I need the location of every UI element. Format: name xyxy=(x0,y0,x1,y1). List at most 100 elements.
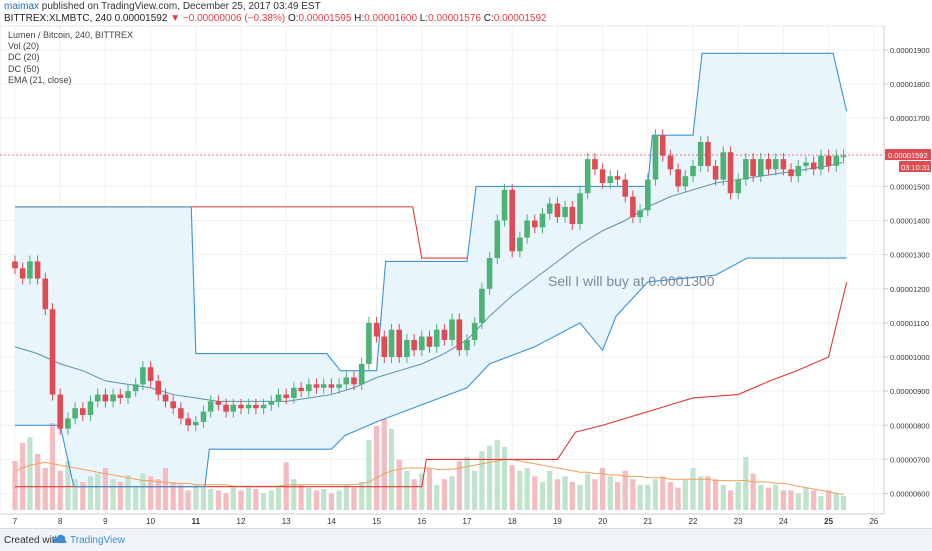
volume-bar xyxy=(133,487,139,510)
volume-bar xyxy=(253,489,259,510)
candle-down xyxy=(80,408,86,416)
candle-down xyxy=(554,203,561,218)
volume-bar xyxy=(366,440,372,510)
volume-bar xyxy=(343,484,349,510)
price-axis-label: 0.00001500 xyxy=(890,182,930,191)
volume-bar xyxy=(472,470,478,510)
ema-21-line xyxy=(14,162,843,402)
donchian-20-lower xyxy=(15,257,847,488)
candle-up xyxy=(132,384,139,392)
time-axis-label: 15 xyxy=(372,517,381,526)
candle-down xyxy=(592,159,598,170)
volume-bar xyxy=(275,487,282,510)
candle-down xyxy=(238,404,244,409)
candle-up xyxy=(494,220,501,259)
candle-down xyxy=(630,196,636,218)
candle-up xyxy=(72,408,78,419)
price-chart[interactable]: Sell I will buy at 0.0001300 0.00000600 0.… xyxy=(0,0,932,528)
candle-down xyxy=(162,394,169,402)
volume-bar xyxy=(660,476,666,510)
time-axis-label: 21 xyxy=(643,517,652,526)
candle-up xyxy=(449,319,455,340)
volume-bar xyxy=(750,473,756,510)
volume-bar xyxy=(780,490,786,510)
volume-bar xyxy=(35,454,41,510)
tradingview-cloud-icon xyxy=(53,534,67,543)
volume-bar xyxy=(765,487,772,510)
volume-bar xyxy=(614,482,621,510)
candle-up xyxy=(230,404,237,412)
volume-bar xyxy=(65,461,71,510)
volume-bar xyxy=(840,496,847,510)
volume-bar xyxy=(328,493,334,510)
candle-up xyxy=(388,329,395,358)
time-axis-label: 19 xyxy=(553,517,562,526)
candle-up xyxy=(584,159,591,194)
candle-down xyxy=(411,339,417,351)
open-label: O: xyxy=(287,13,299,24)
time-axis-label: 26 xyxy=(869,517,878,526)
symbol-label: BITTREX:XLMBTC, 240 xyxy=(4,13,112,24)
donchian-50-lower xyxy=(15,281,848,488)
volume-bar xyxy=(811,490,817,510)
candle-up xyxy=(479,288,485,323)
volume-bar xyxy=(306,487,312,510)
open-value: 0.00001595 xyxy=(298,13,352,24)
created-with-text: Created with xyxy=(4,535,61,546)
time-axis-label: 20 xyxy=(598,517,607,526)
volume-bar xyxy=(80,482,86,510)
candle-down xyxy=(283,394,289,398)
volume-bar xyxy=(464,456,470,510)
volume-bar xyxy=(419,473,425,510)
volume-bar xyxy=(517,470,523,510)
volume-bar xyxy=(72,479,78,510)
candle-down xyxy=(34,261,41,279)
author-link[interactable]: maimax xyxy=(4,1,40,12)
candle-up xyxy=(697,142,704,166)
volume-bar xyxy=(833,493,839,510)
candle-up xyxy=(366,322,372,364)
candle-up xyxy=(501,189,508,221)
volume-bar xyxy=(49,423,56,510)
candle-up xyxy=(200,411,207,422)
price-axis-label: 0.00001900 xyxy=(890,46,930,55)
time-axis-label: 24 xyxy=(779,517,788,526)
candle-up xyxy=(652,135,659,180)
volume-bar xyxy=(102,468,108,510)
time-axis-label: 25 xyxy=(824,517,833,526)
candle-down xyxy=(253,404,259,409)
volume-bar xyxy=(682,479,688,510)
candle-down xyxy=(712,165,719,180)
volume-bar xyxy=(42,468,48,510)
legend-ema: EMA (21, close) xyxy=(8,74,72,85)
volume-bar xyxy=(547,470,553,510)
last-price: 0.00001592 xyxy=(114,13,168,24)
time-axis-label: 10 xyxy=(146,517,155,526)
candle-up xyxy=(607,176,614,183)
volume-bar xyxy=(720,484,726,510)
volume-bar xyxy=(758,484,764,510)
candle-up xyxy=(433,329,440,347)
time-axis-label: 18 xyxy=(508,517,517,526)
volume-bar xyxy=(230,487,236,510)
volume-bar xyxy=(818,496,824,510)
candle-down xyxy=(659,135,666,156)
volume-bar xyxy=(585,473,591,510)
volume-bar xyxy=(291,479,297,510)
legend-dc50: DC (50) xyxy=(8,63,40,74)
candle-down xyxy=(509,189,515,252)
countdown-tag xyxy=(899,160,931,172)
price-change: ▼ −0.00000006 (−0.38%) xyxy=(170,13,286,24)
volume-bar xyxy=(622,470,628,510)
volume-bar xyxy=(27,437,33,510)
volume-bar xyxy=(374,426,380,510)
donchian-20-band xyxy=(15,53,847,487)
volume-bar xyxy=(351,487,357,510)
candle-up xyxy=(125,391,131,398)
volume-bar xyxy=(208,489,214,510)
candle-down xyxy=(599,169,606,183)
candle-up xyxy=(404,339,410,358)
candle-up xyxy=(336,384,342,388)
candle-down xyxy=(788,169,794,177)
tradingview-brand[interactable]: TradingView xyxy=(70,535,126,546)
